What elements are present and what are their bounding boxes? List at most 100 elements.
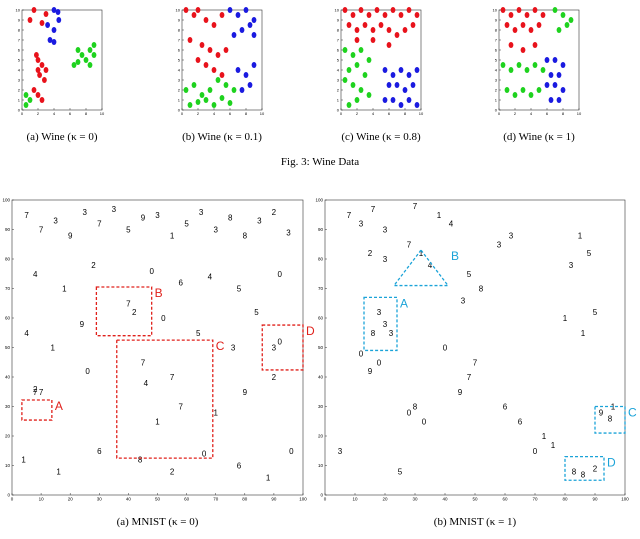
digit-point: 9 xyxy=(599,408,604,417)
point xyxy=(231,87,237,93)
point xyxy=(358,47,364,53)
y-tick-label: 30 xyxy=(5,404,11,409)
point xyxy=(564,22,570,28)
point xyxy=(183,7,189,13)
y-tick-label: 6 xyxy=(495,47,498,52)
digit-point: 7 xyxy=(347,211,352,220)
y-tick-label: 10 xyxy=(318,463,324,468)
x-tick-label: 6 xyxy=(388,111,391,116)
figure-caption: Fig. 3: Wine Data xyxy=(281,156,359,168)
point xyxy=(342,7,348,13)
point xyxy=(544,57,550,63)
point xyxy=(552,7,558,13)
point xyxy=(556,72,562,78)
digit-point: 2 xyxy=(91,261,96,270)
point xyxy=(55,9,61,15)
digit-point: 3 xyxy=(461,296,466,305)
point xyxy=(524,12,530,18)
digit-point: 5 xyxy=(593,308,598,317)
point xyxy=(223,47,229,53)
point xyxy=(239,87,245,93)
digit-point: 3 xyxy=(257,217,262,226)
digit-point: 8 xyxy=(413,403,418,412)
point xyxy=(382,67,388,73)
digit-point: 6 xyxy=(503,403,508,412)
digit-point: 0 xyxy=(149,267,154,276)
digit-point: 8 xyxy=(243,231,248,240)
digit-point: 4 xyxy=(24,329,29,338)
y-tick-label: 100 xyxy=(2,198,10,203)
point xyxy=(23,92,29,98)
point xyxy=(39,20,45,26)
x-tick-label: 2 xyxy=(197,111,200,116)
digit-point: 6 xyxy=(237,462,242,471)
point xyxy=(520,87,526,93)
digit-point: 0 xyxy=(443,344,448,353)
point xyxy=(366,92,372,98)
point xyxy=(512,92,518,98)
point xyxy=(390,97,396,103)
point xyxy=(398,67,404,73)
digit-point: 8 xyxy=(479,285,484,294)
digit-point: 9 xyxy=(458,388,463,397)
digit-point: 1 xyxy=(611,403,616,412)
point xyxy=(366,57,372,63)
x-tick-label: 8 xyxy=(404,111,407,116)
point xyxy=(382,97,388,103)
point xyxy=(540,67,546,73)
point xyxy=(43,67,49,73)
point xyxy=(215,77,221,83)
digit-point: 6 xyxy=(518,417,523,426)
digit-point: 0 xyxy=(277,338,282,347)
y-tick-label: 8 xyxy=(178,27,181,32)
annotation-label: D xyxy=(607,456,616,470)
point xyxy=(211,102,217,108)
x-tick-label: 100 xyxy=(621,497,629,502)
x-tick-label: 40 xyxy=(442,497,448,502)
digit-point: 7 xyxy=(413,202,418,211)
digit-point: 0 xyxy=(359,349,364,358)
digit-point: 7 xyxy=(39,226,44,235)
point xyxy=(366,12,372,18)
y-tick-label: 50 xyxy=(5,345,11,350)
point xyxy=(227,7,233,13)
x-tick-label: 2 xyxy=(356,111,359,116)
point xyxy=(42,77,47,83)
digit-point: 9 xyxy=(80,320,85,329)
x-tick-label: 0 xyxy=(21,111,24,116)
point xyxy=(31,7,37,13)
y-tick-label: 0 xyxy=(337,107,340,112)
point xyxy=(219,95,225,101)
x-tick-label: 6 xyxy=(69,111,72,116)
digit-point: 6 xyxy=(97,447,102,456)
point xyxy=(251,32,257,38)
digit-point: 1 xyxy=(56,467,61,476)
digit-point: 7 xyxy=(39,388,44,397)
point xyxy=(406,7,412,13)
annotation-region xyxy=(261,324,304,371)
digit-point: 7 xyxy=(33,388,38,397)
y-tick-label: 80 xyxy=(5,257,11,262)
digit-point: 8 xyxy=(371,329,376,338)
digit-point: 7 xyxy=(179,403,184,412)
y-tick-label: 90 xyxy=(5,227,11,232)
digit-point: 8 xyxy=(581,470,586,479)
point xyxy=(374,7,380,13)
point xyxy=(342,47,348,53)
point xyxy=(386,42,392,48)
digit-point: 1 xyxy=(266,473,271,482)
point xyxy=(51,39,57,45)
point xyxy=(370,37,376,43)
point xyxy=(512,27,518,33)
digit-point: 1 xyxy=(542,432,547,441)
point xyxy=(552,82,558,88)
point xyxy=(247,82,253,88)
x-tick-label: 30 xyxy=(97,497,103,502)
point xyxy=(382,12,388,18)
point xyxy=(548,72,554,78)
panel-caption: (c) Wine (κ = 0.8) xyxy=(341,131,421,143)
x-tick-label: 6 xyxy=(229,111,232,116)
digit-point: 1 xyxy=(21,456,26,465)
digit-point: 1 xyxy=(437,211,442,220)
y-tick-label: 8 xyxy=(18,27,21,32)
